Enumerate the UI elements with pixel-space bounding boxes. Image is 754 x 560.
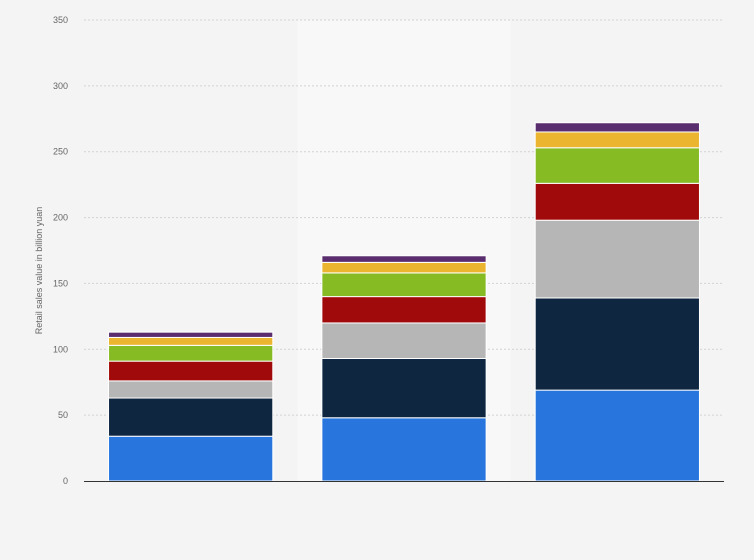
bar-segment[interactable] — [321, 296, 487, 324]
y-tick-label: 0 — [63, 476, 68, 486]
bar-segment[interactable] — [534, 122, 700, 133]
bar-segment[interactable] — [534, 389, 700, 482]
bar-segment[interactable] — [321, 358, 487, 419]
bar-segment[interactable] — [108, 336, 274, 346]
bar-segment[interactable] — [321, 322, 487, 360]
y-tick-label: 200 — [53, 213, 68, 223]
bar-segment[interactable] — [321, 255, 487, 263]
bar-segment[interactable] — [534, 147, 700, 184]
y-tick-label: 50 — [58, 410, 68, 420]
bar-segment[interactable] — [108, 380, 274, 399]
bar-segment[interactable] — [108, 397, 274, 437]
y-tick-label: 250 — [53, 147, 68, 157]
bar-segment[interactable] — [321, 417, 487, 482]
y-tick-label: 300 — [53, 81, 68, 91]
y-tick-label: 350 — [53, 15, 68, 25]
bar-segment[interactable] — [108, 331, 274, 338]
bar-segment[interactable] — [534, 219, 700, 299]
y-tick-label: 100 — [53, 344, 68, 354]
bar-segment[interactable] — [108, 435, 274, 482]
bar-segment[interactable] — [321, 261, 487, 274]
bars — [108, 122, 700, 482]
bar-segment[interactable] — [108, 360, 274, 382]
y-axis-ticks: 0 50 100 150 200 250 300 350 — [53, 15, 68, 486]
y-tick-label: 150 — [53, 278, 68, 288]
bar-segment[interactable] — [321, 272, 487, 298]
bar-segment[interactable] — [108, 344, 274, 362]
y-axis-title: Retail sales value in billion yuan — [34, 207, 44, 335]
bar-segment[interactable] — [534, 297, 700, 391]
bar-segment[interactable] — [534, 131, 700, 149]
bar-segment[interactable] — [534, 182, 700, 221]
